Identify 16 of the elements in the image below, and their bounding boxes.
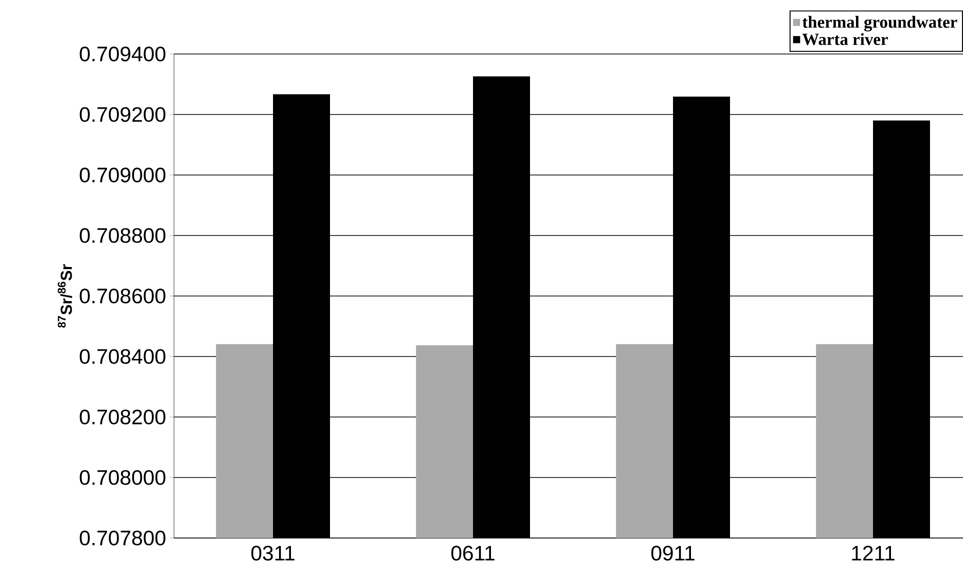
x-tick-label: 0611 xyxy=(451,546,494,561)
x-tick-label: 1211 xyxy=(852,546,894,560)
x-tick-label: 0311 xyxy=(251,546,294,561)
y-tick-label: 0.709200 xyxy=(80,107,166,122)
y-tick-label: 0.709400 xyxy=(80,46,166,62)
legend-label: Warta river xyxy=(802,33,888,46)
y-tick-label: 0.708400 xyxy=(80,349,166,364)
y-tick-label: 0.708200 xyxy=(80,410,166,424)
y-tick-label: 0.708800 xyxy=(80,228,166,243)
y-axis-title: $^{87}$Sr/$^{86}$Sr xyxy=(58,264,72,328)
y-tick-label: 0.709000 xyxy=(80,168,166,182)
legend-label: thermal groundwater xyxy=(802,16,958,32)
y-tick-label: 0.707800 xyxy=(80,530,166,546)
y-tick-label: 0.708600 xyxy=(80,288,166,304)
x-tick-label: 0911 xyxy=(651,546,694,561)
y-tick-label: 0.708000 xyxy=(80,470,166,485)
